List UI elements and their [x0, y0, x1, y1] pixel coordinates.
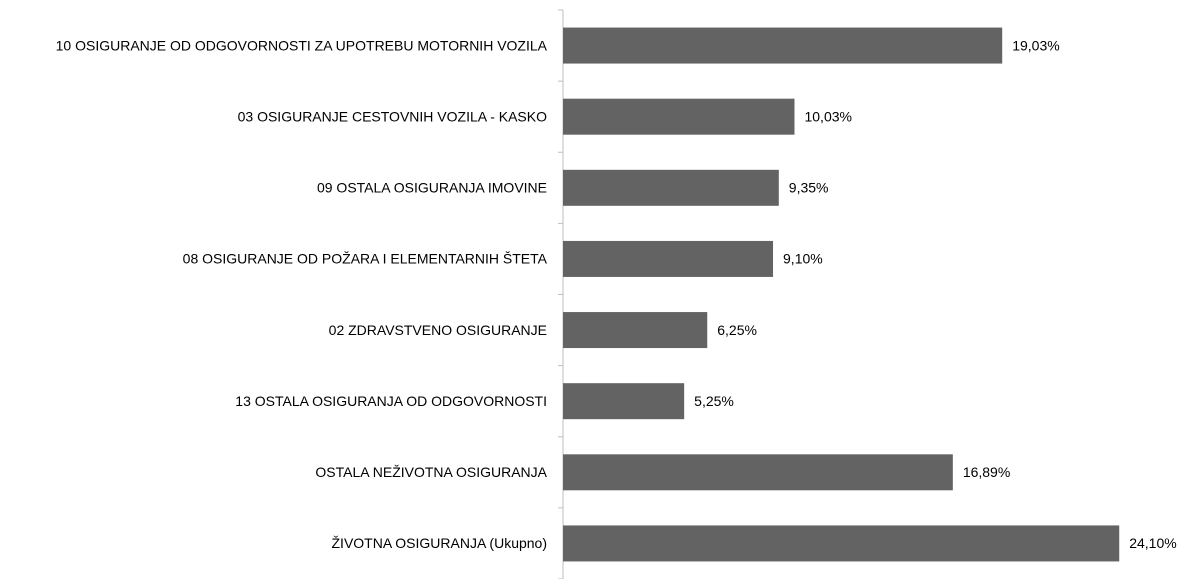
value-label: 9,35% [789, 180, 829, 196]
y-tick-label: 08 OSIGURANJE OD POŽARA I ELEMENTARNIH Š… [183, 251, 548, 267]
value-label: 10,03% [804, 108, 851, 124]
bar [563, 240, 774, 277]
bar [563, 312, 708, 349]
value-label: 5,25% [694, 393, 734, 409]
y-tick-label: OSTALA NEŽIVOTNA OSIGURANJA [315, 464, 547, 480]
y-tick-label: 02 ZDRAVSTVENO OSIGURANJE [329, 322, 547, 338]
bar [563, 454, 953, 491]
value-label: 16,89% [963, 464, 1010, 480]
bar [563, 27, 1003, 64]
y-tick-label: 09 OSTALA OSIGURANJA IMOVINE [317, 180, 547, 196]
y-tick-label: 03 OSIGURANJE CESTOVNIH VOZILA - KASKO [238, 108, 547, 124]
y-tick-label: ŽIVOTNA OSIGURANJA (Ukupno) [332, 535, 548, 551]
bar [563, 525, 1120, 562]
bar [563, 383, 685, 420]
value-label: 9,10% [783, 251, 823, 267]
value-label: 19,03% [1012, 37, 1059, 53]
bar [563, 169, 779, 206]
bar [563, 98, 795, 135]
value-label: 6,25% [717, 322, 757, 338]
value-label: 24,10% [1129, 535, 1176, 551]
y-tick-label: 10 OSIGURANJE OD ODGOVORNOSTI ZA UPOTREB… [56, 37, 548, 53]
y-tick-label: 13 OSTALA OSIGURANJA OD ODGOVORNOSTI [235, 393, 547, 409]
